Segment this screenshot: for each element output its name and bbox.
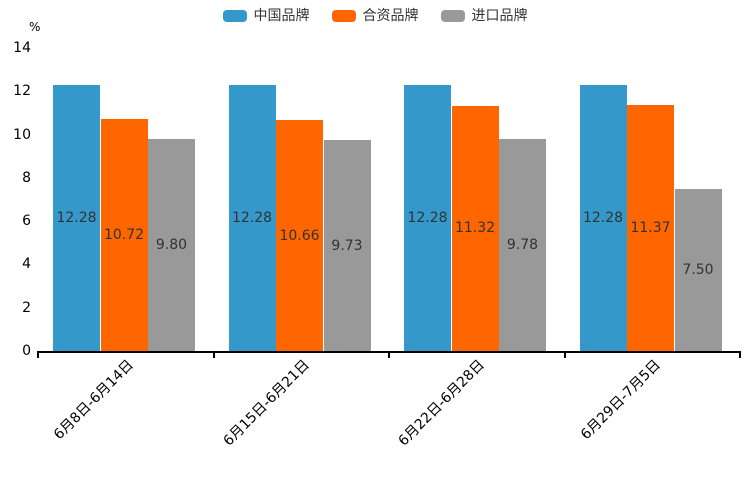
x-category-label: 6月8日-6月14日 [51, 357, 138, 443]
bar-value-label: 12.28 [56, 210, 97, 227]
bar-value-label: 7.50 [682, 261, 714, 278]
x-category-label: 6月22日-6月28日 [395, 357, 489, 450]
legend: 中国品牌 合资品牌 进口品牌 [0, 8, 750, 24]
bar-中国品牌-0: 12.28 [53, 85, 100, 351]
bar-value-label: 12.28 [582, 210, 624, 227]
y-tick-label: 12 [13, 83, 31, 100]
bar-合资品牌-2: 11.32 [451, 106, 499, 351]
x-axis-line [37, 351, 741, 353]
y-tick-label: 0 [22, 343, 31, 359]
legend-item-label: 合资品牌 [362, 8, 419, 24]
legend-item-1[interactable]: 合资品牌 [331, 8, 419, 24]
bar-中国品牌-1: 12.28 [228, 85, 276, 351]
y-axis-unit-label: % [29, 20, 41, 34]
bar-合资品牌-3: 11.37 [627, 104, 674, 351]
bar-进口品牌-0: 9.80 [148, 138, 195, 351]
y-tick-label: 6 [22, 213, 31, 230]
legend-item-2[interactable]: 进口品牌 [440, 8, 528, 24]
bar-value-label: 9.73 [331, 237, 363, 254]
x-category-label: 6月15日-6月21日 [220, 357, 313, 450]
bar-合资品牌-1: 10.66 [276, 120, 323, 351]
legend-item-0[interactable]: 中国品牌 [222, 8, 310, 24]
y-tick-label: 8 [22, 169, 31, 186]
bar-value-label: 9.78 [506, 237, 539, 254]
bar-value-label: 11.37 [630, 219, 671, 236]
bar-value-label: 12.28 [231, 210, 273, 227]
bar-中国品牌-3: 12.28 [579, 85, 627, 351]
y-tick-label: 4 [22, 256, 31, 273]
x-category-label: 6月29日-7月5日 [577, 357, 664, 443]
legend-item-label: 进口品牌 [471, 8, 528, 24]
bar-中国品牌-2: 12.28 [404, 85, 451, 351]
bar-value-label: 12.28 [407, 210, 448, 227]
bar-value-label: 10.66 [279, 227, 320, 244]
legend-swatch-icon [440, 10, 465, 22]
x-axis-tick [212, 353, 215, 358]
legend-swatch-icon [222, 10, 247, 22]
y-tick-label: 2 [22, 299, 31, 316]
bar-value-label: 11.32 [454, 220, 496, 237]
bar-进口品牌-2: 9.78 [499, 139, 546, 351]
bar-进口品牌-3: 7.50 [674, 188, 722, 351]
bar-合资品牌-0: 10.72 [100, 118, 148, 351]
x-axis-tick [739, 353, 741, 358]
x-axis-tick [563, 353, 566, 358]
bar-进口品牌-1: 9.73 [323, 140, 371, 351]
x-axis-tick [37, 353, 39, 358]
y-tick-label: 10 [13, 126, 31, 143]
legend-item-label: 中国品牌 [253, 8, 310, 24]
bar-value-label: 9.80 [155, 236, 188, 253]
x-axis-tick [388, 353, 390, 358]
y-tick-label: 14 [13, 40, 31, 56]
legend-swatch-icon [331, 10, 356, 22]
bar-value-label: 10.72 [103, 226, 145, 243]
